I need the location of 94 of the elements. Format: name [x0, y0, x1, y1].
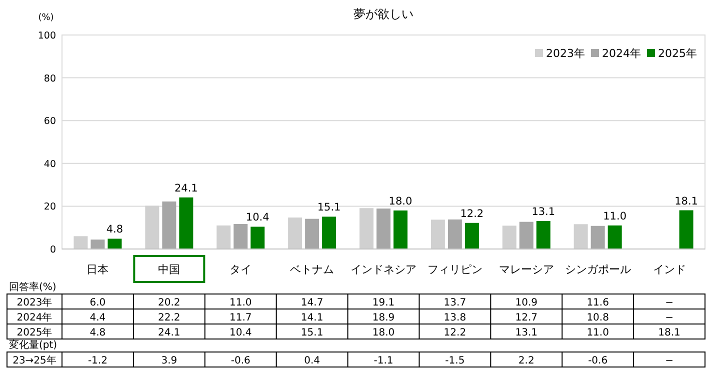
legend-label: 2024年: [602, 47, 641, 60]
bar: [250, 226, 265, 249]
bar: [590, 226, 605, 249]
text: 15.1: [300, 328, 324, 338]
text: 2024年: [16, 312, 52, 324]
text: 0.4: [304, 356, 320, 366]
bar: [376, 208, 390, 249]
bar: [430, 220, 445, 249]
bar: [536, 220, 550, 249]
text: -0.6: [588, 356, 608, 366]
text: 23→25年: [12, 354, 56, 366]
text: 13.8: [444, 312, 466, 324]
bar: [305, 218, 320, 249]
text: 24.1: [158, 328, 180, 338]
x-tick-label: シンガポール: [564, 263, 631, 276]
x-tick-label: フィリピン: [427, 263, 482, 276]
bar: [162, 201, 176, 249]
y-tick-label: 40: [44, 158, 56, 170]
data-label: 10.4: [246, 212, 270, 224]
text: 11.0: [586, 328, 609, 338]
text: 6.0: [90, 298, 106, 308]
y-tick-label: 80: [44, 73, 56, 84]
text: 14.7: [300, 298, 324, 308]
data-label: 13.1: [532, 206, 556, 218]
text: −: [665, 298, 674, 308]
text: 19.1: [372, 298, 395, 308]
text: 12.2: [444, 328, 466, 338]
data-label: 24.1: [174, 182, 198, 194]
x-tick-label: ベトナム: [290, 263, 334, 276]
bar: [394, 210, 408, 249]
text: 4.4: [90, 312, 106, 324]
text: -1.5: [445, 356, 465, 366]
text: 18.1: [658, 328, 680, 338]
y-tick-label: 100: [38, 30, 56, 42]
bar: [679, 210, 694, 249]
text: 11.0: [229, 298, 252, 308]
text: 12.7: [515, 312, 538, 324]
bar: [502, 226, 516, 249]
text: 10.4: [229, 328, 252, 338]
x-tick-label: インド: [652, 263, 686, 276]
bar: [519, 222, 534, 249]
legend-label: 2025年: [658, 47, 697, 60]
text: 3.9: [161, 356, 178, 366]
legend-label: 2023年: [546, 47, 585, 60]
bar: [608, 225, 622, 249]
y-tick-label: 60: [44, 116, 56, 128]
bar: [464, 222, 479, 249]
y-tick-label: 0: [50, 244, 56, 256]
data-label: 18.1: [674, 195, 698, 208]
data-label: 11.0: [603, 210, 627, 222]
data-label: 15.1: [317, 202, 341, 214]
y-axis-title: (%): [38, 13, 54, 23]
text: -0.6: [230, 356, 250, 366]
text: 18.0: [372, 328, 395, 338]
text: 22.2: [158, 312, 180, 324]
text: 20.2: [158, 298, 180, 308]
text: −: [665, 312, 674, 324]
text: 13.7: [444, 298, 466, 308]
text: 変化量(pt): [9, 339, 58, 351]
bar: [179, 197, 194, 249]
bar: [234, 224, 248, 249]
text: 回答率(%): [9, 281, 56, 293]
text: -1.1: [374, 356, 394, 366]
text: 2025年: [16, 328, 52, 338]
text: −: [665, 356, 674, 366]
y-tick-label: 20: [44, 202, 56, 213]
x-tick-label: マレーシア: [498, 263, 554, 276]
text: -1.2: [88, 356, 108, 366]
bar: [108, 238, 122, 249]
text: 10.8: [586, 312, 609, 324]
text: 4.8: [90, 328, 106, 338]
bar: [288, 218, 302, 249]
data-label: 4.8: [106, 224, 124, 236]
bar: [90, 240, 105, 249]
text: 10.9: [515, 298, 538, 308]
bar: [216, 225, 231, 249]
bar: [448, 219, 462, 249]
text: 13.1: [515, 328, 538, 338]
text: 11.7: [229, 312, 252, 324]
x-tick-label: 日本: [86, 263, 109, 276]
text: 2.2: [518, 356, 534, 366]
data-label: 18.0: [388, 195, 412, 208]
bar: [74, 236, 88, 249]
x-tick-label: タイ: [230, 263, 252, 276]
data-label: 12.2: [460, 208, 484, 220]
bar: [322, 216, 336, 249]
text: 18.9: [372, 312, 395, 324]
x-tick-label: 中国: [158, 263, 180, 276]
bar: [574, 224, 588, 249]
x-tick-label: インドネシア: [350, 263, 416, 276]
chart-title: 夢が欲しい: [354, 7, 414, 21]
text: 2023年: [16, 298, 52, 308]
text: 11.6: [586, 298, 609, 308]
text: 14.1: [300, 312, 324, 324]
